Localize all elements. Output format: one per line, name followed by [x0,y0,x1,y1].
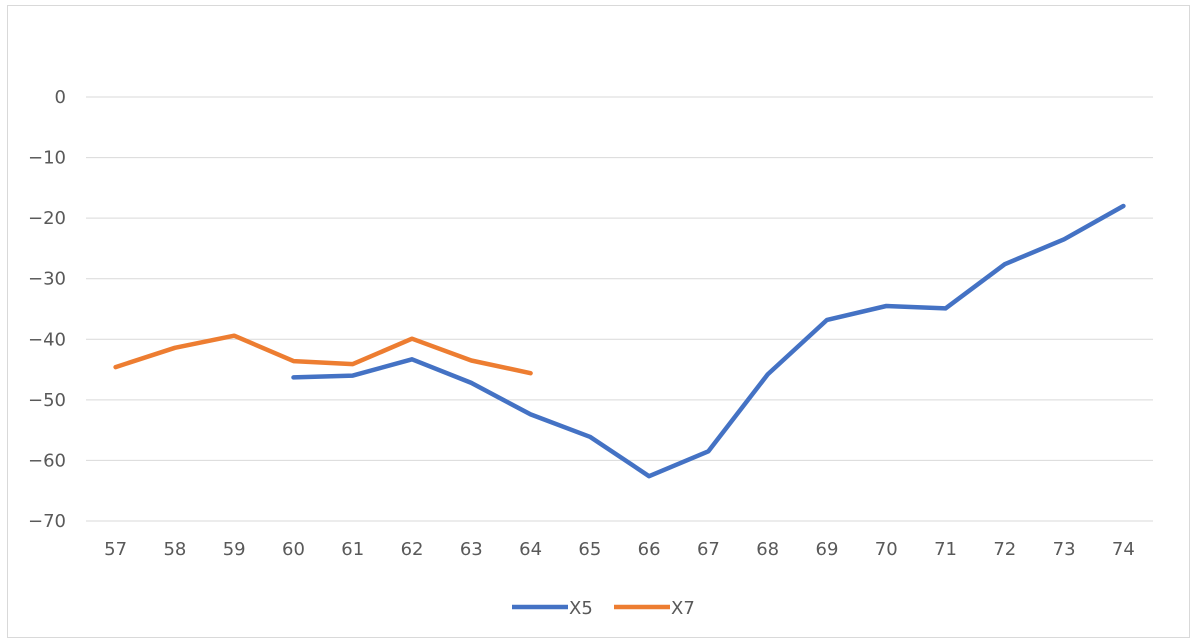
legend-label-x5: X5 [569,598,593,619]
x-tick-label: 68 [756,539,779,560]
y-axis-ticks: 0 −10 −20 −30 −40 −50 −60 −70 [28,87,66,532]
legend-label-x7: X7 [671,598,695,619]
x-tick-label: 71 [934,539,957,560]
y-tick-label: −40 [28,329,66,350]
series-lines [113,203,1126,479]
x-axis-ticks: 57 58 59 60 61 62 63 64 65 66 67 68 69 70 71 72 73 74 [104,539,1135,560]
x-tick-label: 57 [104,539,127,560]
y-tick-label: −70 [28,511,66,532]
y-tick-label: −50 [28,390,66,411]
x-tick-label: 66 [638,539,661,560]
legend: X5 X7 [512,598,695,619]
x-tick-label: 70 [875,539,898,560]
x-tick-label: 72 [993,539,1016,560]
x-tick-label: 62 [401,539,424,560]
gridlines [86,96,1153,522]
y-tick-label: −60 [28,450,66,471]
x-tick-label: 74 [1112,539,1135,560]
x-tick-label: 67 [697,539,720,560]
chart-frame [7,5,1190,638]
x-tick-label: 64 [519,539,542,560]
x-tick-label: 69 [816,539,839,560]
y-tick-label: 0 [55,87,66,108]
x-tick-label: 63 [460,539,483,560]
x-tick-label: 58 [163,539,186,560]
x-tick-label: 65 [578,539,601,560]
x-tick-label: 60 [282,539,305,560]
x-tick-label: 73 [1053,539,1076,560]
y-tick-label: −30 [28,269,66,290]
y-tick-label: −10 [28,148,66,169]
x-tick-label: 61 [341,539,364,560]
x-tick-label: 59 [223,539,246,560]
y-tick-label: −20 [28,208,66,229]
series-line-x7 [113,333,533,376]
